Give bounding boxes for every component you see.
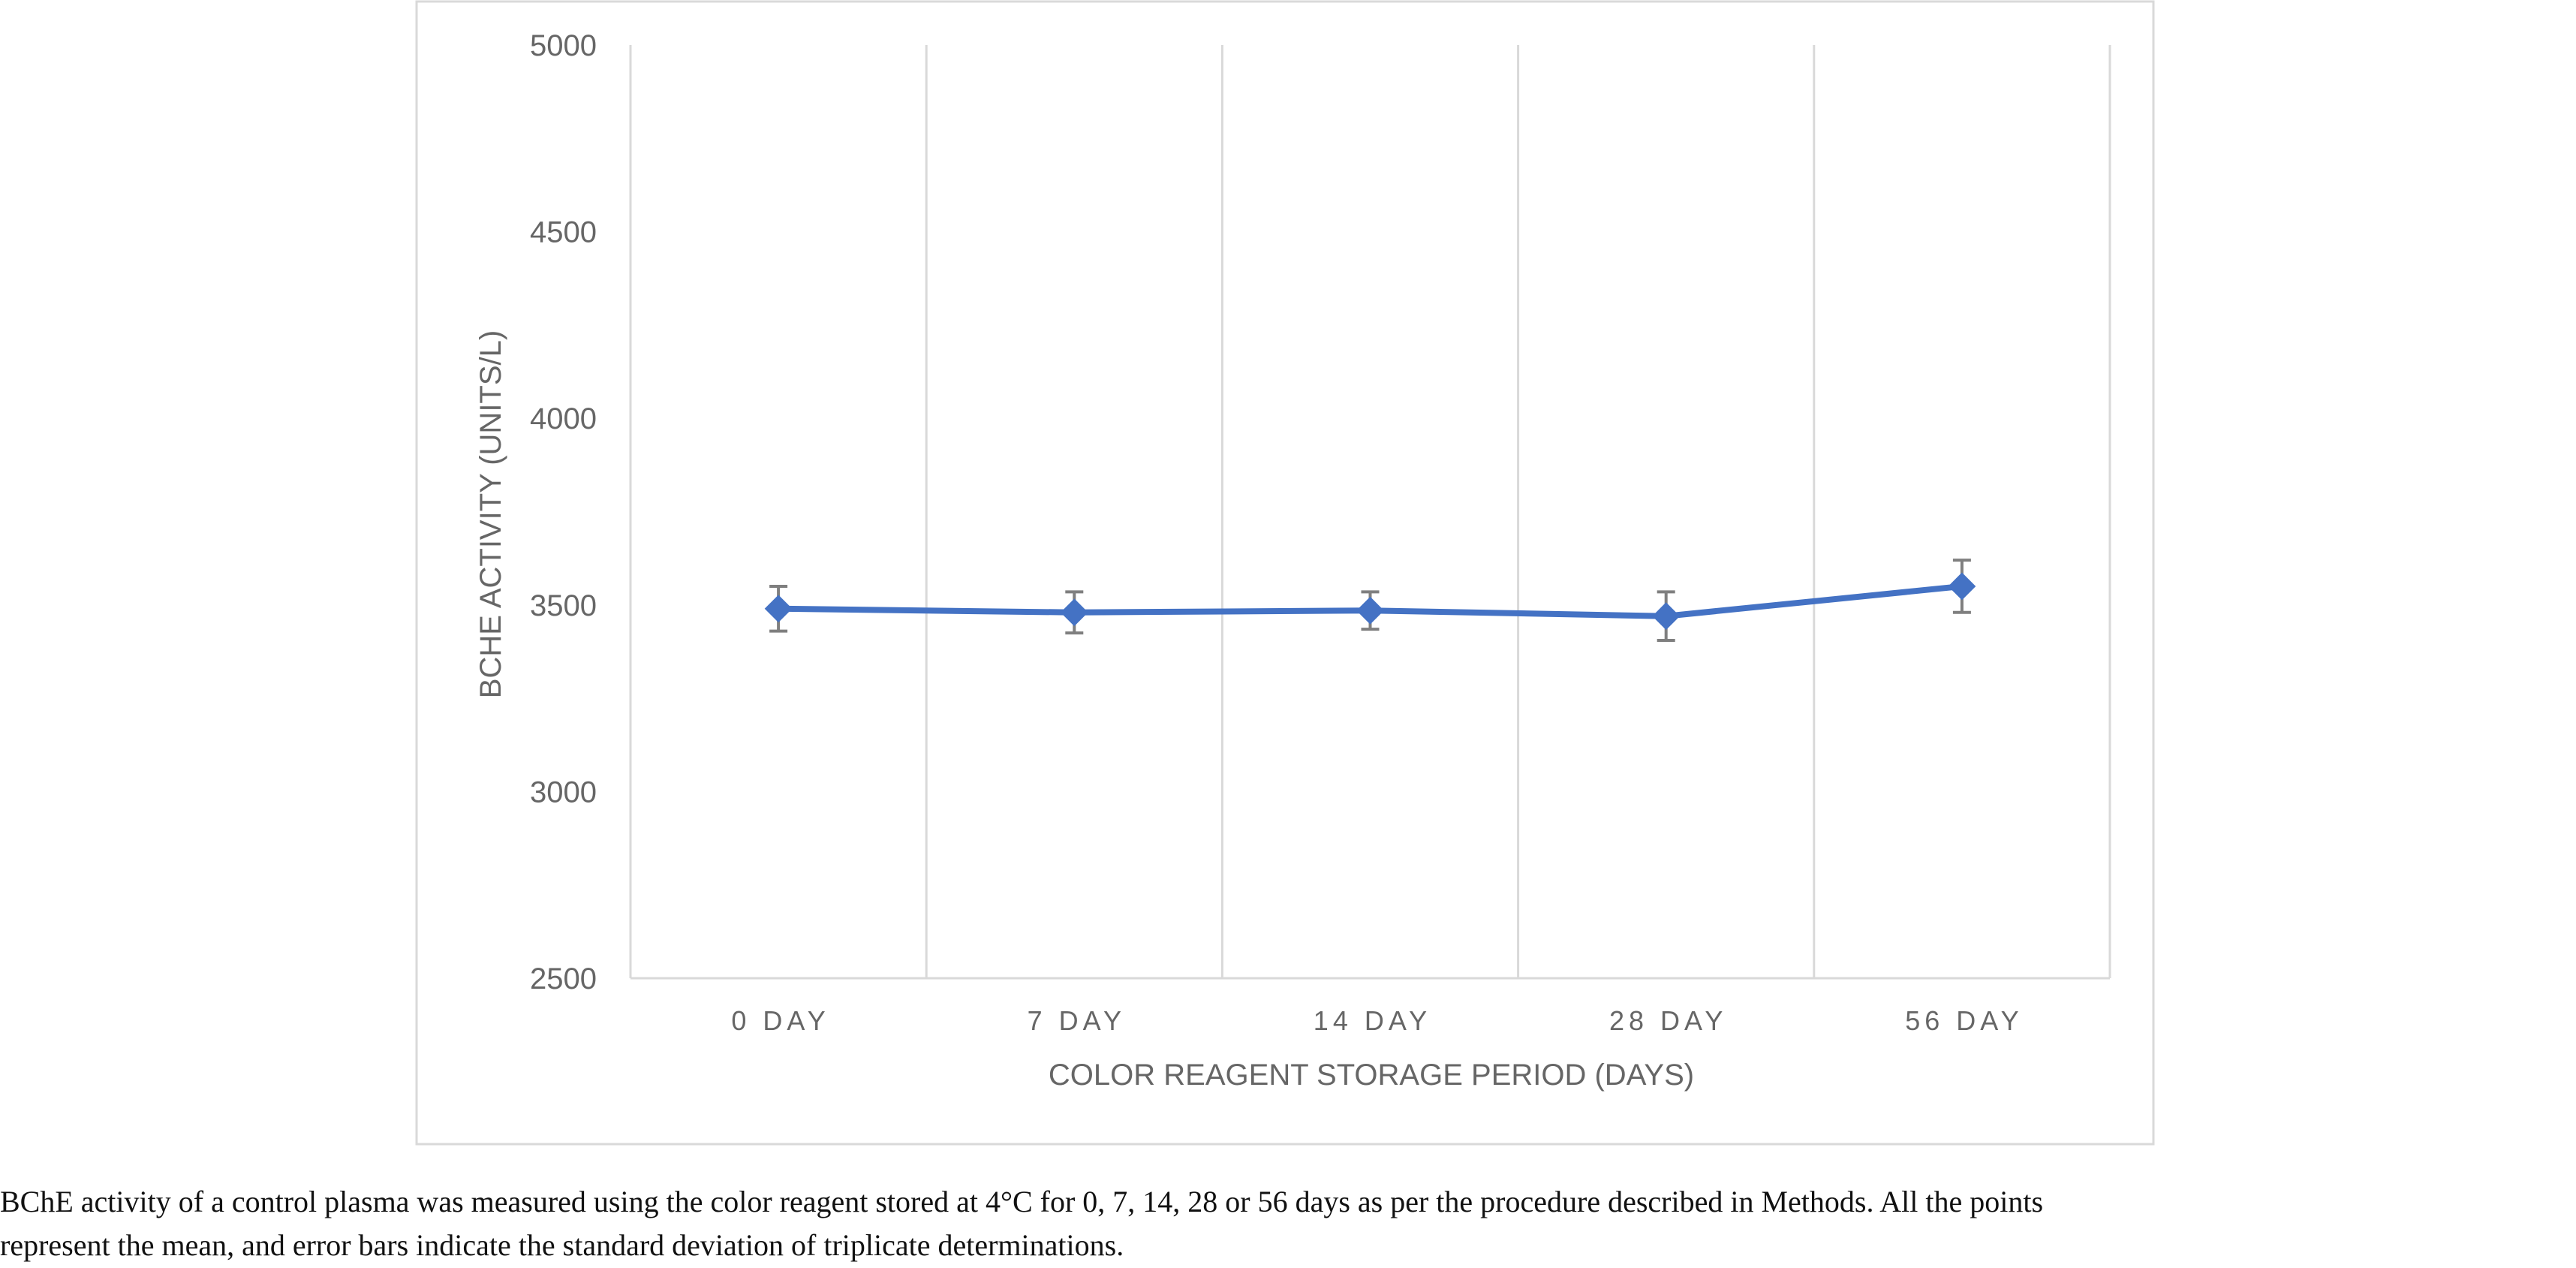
- y-tick-label: 4500: [530, 216, 597, 249]
- x-axis-title: COLOR REAGENT STORAGE PERIOD (DAYS): [1049, 1059, 1694, 1092]
- y-tick-labels: 2500 3000 3500 4000 4500 5000: [530, 29, 597, 995]
- data-point-marker: [1652, 602, 1681, 631]
- x-tick-labels: 0 DAY 7 DAY 14 DAY 28 DAY 56 DAY: [731, 1005, 2023, 1036]
- y-tick-label: 2500: [530, 962, 597, 995]
- x-tick-label: 7 DAY: [1028, 1005, 1126, 1036]
- data-point-marker: [1356, 596, 1384, 625]
- data-point-marker: [1060, 598, 1088, 627]
- caption-line-2: represent the mean, and error bars indic…: [0, 1228, 1124, 1262]
- x-tick-label: 56 DAY: [1905, 1005, 2023, 1036]
- y-axis-title: BCHE ACTIVITY (UNITS/L): [474, 330, 507, 698]
- data-series: [764, 559, 1976, 643]
- y-tick-label: 5000: [530, 29, 597, 62]
- x-tick-label: 14 DAY: [1314, 1005, 1431, 1036]
- gridlines: [629, 45, 2111, 978]
- chart-frame: [415, 0, 2155, 1146]
- data-point-marker: [764, 595, 793, 623]
- x-tick-label: 0 DAY: [731, 1005, 829, 1036]
- data-point-marker: [1948, 572, 1976, 601]
- x-tick-label: 28 DAY: [1609, 1005, 1727, 1036]
- caption-line-1: BChE activity of a control plasma was me…: [0, 1185, 2044, 1218]
- y-tick-label: 3500: [530, 589, 597, 622]
- y-tick-label: 3000: [530, 776, 597, 809]
- figure-caption: BChE activity of a control plasma was me…: [0, 1180, 2576, 1267]
- y-tick-label: 4000: [530, 402, 597, 435]
